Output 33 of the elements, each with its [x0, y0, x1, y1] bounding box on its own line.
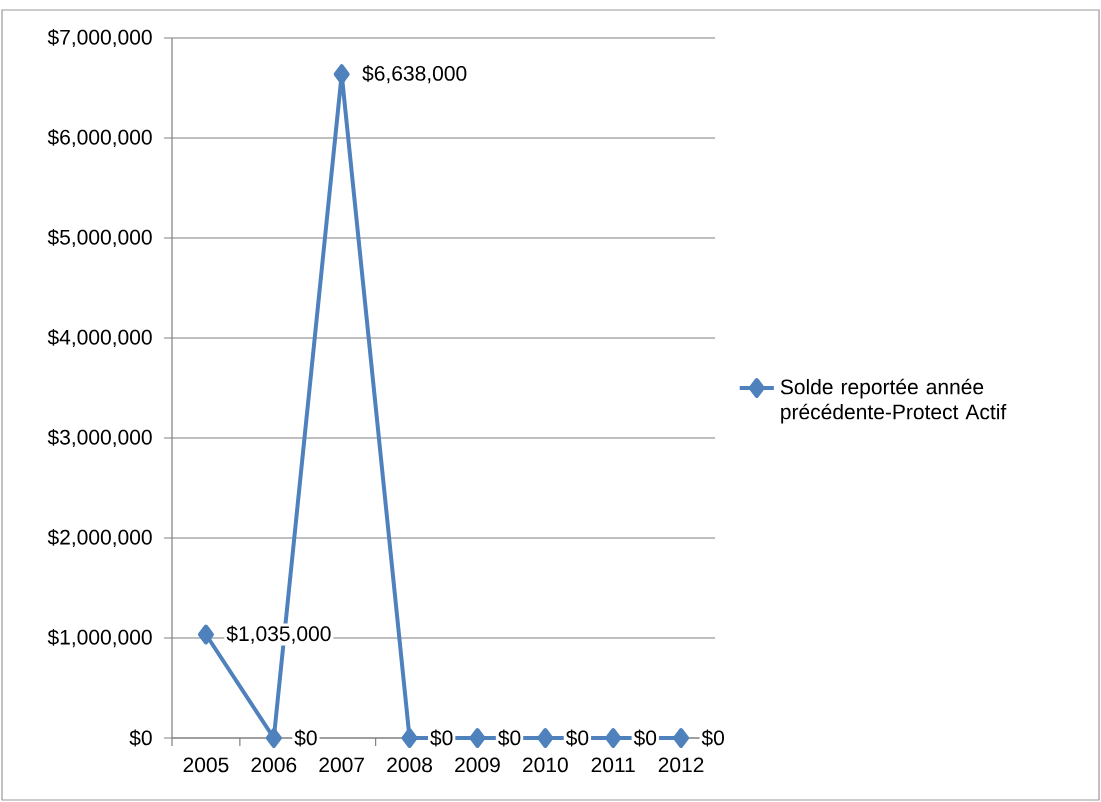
legend-label: Solde reportée année précédente-Protect Actif [780, 378, 1007, 424]
point [469, 728, 486, 748]
y-tick-label: $6,000,000 [47, 128, 152, 148]
y-tick-label: $2,000,000 [47, 528, 152, 548]
data-label: $0 [633, 729, 657, 747]
x-tick-label: 2010 [523, 757, 568, 773]
data-label: $0 [430, 729, 453, 747]
data-label: $0 [498, 729, 521, 747]
y-tick-label: $7,000,000 [47, 28, 152, 48]
point [265, 728, 282, 748]
data-label: $0 [565, 729, 589, 747]
x-tick-label: 2006 [251, 757, 297, 773]
data-label: $6,638,000 [362, 65, 467, 84]
y-tick-label: $4,000,000 [47, 328, 152, 348]
point [401, 728, 418, 748]
x-tick-label: 2008 [387, 757, 432, 773]
point [605, 728, 622, 748]
data-label: $1,035,000 [226, 625, 331, 644]
y-tick-label: $0 [129, 729, 152, 747]
x-tick-label: 2012 [658, 757, 704, 773]
data-label: $0 [701, 729, 724, 747]
point [673, 728, 690, 748]
y-tick-label: $3,000,000 [47, 428, 152, 448]
x-tick-label: 2005 [183, 757, 229, 773]
point [333, 64, 350, 85]
data-label: $0 [294, 729, 317, 747]
x-tick-label: 2011 [591, 757, 635, 773]
point [537, 728, 554, 748]
point [197, 624, 214, 645]
x-tick-label: 2007 [319, 757, 364, 773]
x-tick-label: 2009 [455, 757, 500, 773]
y-tick-label: $5,000,000 [47, 228, 152, 248]
y-tick-label: $1,000,000 [47, 628, 152, 648]
